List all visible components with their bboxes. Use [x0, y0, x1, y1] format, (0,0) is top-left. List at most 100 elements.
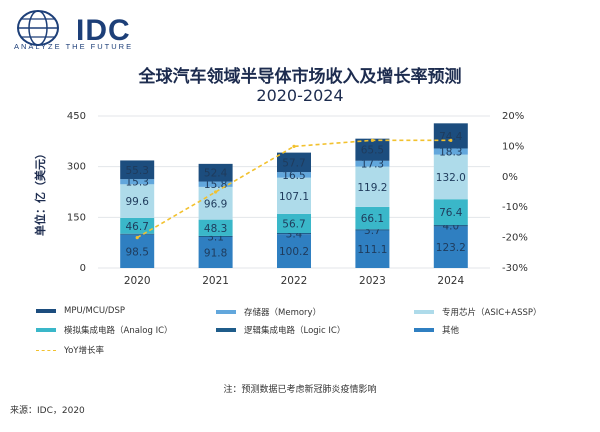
- bar-segment: [120, 184, 155, 218]
- yoy-point: [135, 236, 139, 240]
- bar-value-label: 15.3: [126, 177, 149, 189]
- bar-value-label: 98.5: [126, 246, 149, 258]
- y-tick-label: 450: [67, 111, 86, 122]
- y-axis-label: 单位：亿（美元）: [33, 148, 47, 236]
- yoy-point: [292, 144, 296, 148]
- bar-segment: [277, 234, 311, 268]
- brand-name: IDC: [76, 14, 131, 47]
- y-tick-label: 150: [67, 212, 86, 223]
- yoy-point: [370, 138, 374, 142]
- x-tick-label: 2024: [437, 275, 464, 287]
- y2-tick-label: -30%: [502, 263, 528, 274]
- bar-segment: [277, 177, 311, 214]
- idc-logo: IDC: [14, 8, 164, 58]
- legend-swatch: [36, 309, 56, 313]
- bar-segment: [433, 199, 468, 226]
- legend-item-mpu: MPU/MCU/DSP: [36, 306, 125, 316]
- bar-segment: [277, 172, 311, 178]
- legend-label: 其他: [442, 326, 460, 336]
- bar-value-label: 56.7: [282, 218, 305, 230]
- legend-swatch: [414, 328, 434, 332]
- brand-tagline: ANALYZE THE FUTURE: [14, 42, 134, 51]
- bar-segment: [355, 166, 390, 207]
- bar-value-label: 46.7: [126, 221, 149, 233]
- bar-segment: [433, 225, 468, 227]
- bar-value-label: 16.5: [282, 170, 305, 182]
- legend-item-memory: 存储器（Memory）: [216, 306, 321, 318]
- stacked-bar-chart: 0 150 300 450 20% 10% 0% -10% -20% -30% 单位：亿（美元） 98…: [33, 111, 528, 287]
- bar-value-label: 57.7: [282, 157, 305, 169]
- legend-item-analog: 模拟集成电路（Analog IC）: [36, 324, 173, 336]
- legend-label: 逻辑集成电路（Logic IC）: [244, 326, 346, 336]
- bar-segment: [120, 160, 155, 180]
- yoy-point: [214, 190, 218, 194]
- footnote: 注：预测数据已考虑新冠肺炎疫情影响: [223, 385, 377, 395]
- bar-value-label: 48.3: [204, 223, 227, 235]
- bar-segment: [433, 154, 468, 200]
- legend-label: YoY增长率: [64, 346, 104, 356]
- chart-title: 全球汽车领域半导体市场收入及增长率预测: [138, 67, 462, 87]
- y2-tick-label: -20%: [502, 233, 528, 244]
- bar-segment: [198, 236, 233, 268]
- bar-segment: [355, 206, 390, 230]
- globe-icon: [17, 10, 59, 46]
- bar-segment: [198, 181, 233, 187]
- y2-tick-label: -10%: [502, 202, 528, 213]
- bar-value-label: 99.6: [126, 196, 150, 208]
- legend-line-swatch: [36, 349, 56, 351]
- legend-label: 存储器（Memory）: [244, 308, 322, 318]
- bar-segment: [433, 226, 468, 268]
- bar-value-label: 132.0: [436, 172, 466, 184]
- bar-segment: [120, 179, 155, 185]
- bar-segment: [120, 233, 155, 235]
- legend-swatch: [36, 328, 56, 332]
- bar-value-label: 15.8: [204, 179, 227, 191]
- legend-item-logic: 逻辑集成电路（Logic IC）: [216, 324, 345, 336]
- bar-segment: [355, 160, 390, 167]
- bar-segment: [355, 229, 390, 231]
- bar-value-label: 65.5: [361, 145, 384, 157]
- legend-swatch: [414, 310, 434, 314]
- bar-segment: [277, 233, 311, 235]
- x-tick-label: 2023: [359, 275, 386, 287]
- bar-value-label: 119.2: [357, 182, 387, 194]
- bar-value-label: 91.8: [204, 247, 227, 259]
- bar-value-label: 100.2: [279, 246, 309, 258]
- bar-value-label: 55.3: [126, 165, 149, 177]
- bar-segment: [120, 234, 155, 268]
- bar-value-label: 123.2: [436, 242, 466, 254]
- bar-value-label: 76.4: [439, 207, 463, 219]
- bar-segment: [433, 123, 468, 149]
- y-tick-label: 0: [80, 263, 86, 274]
- bar-value-label: 111.1: [357, 244, 387, 256]
- legend-label: 模拟集成电路（Analog IC）: [64, 326, 173, 336]
- y-tick-label: 300: [67, 162, 86, 173]
- bar-segment: [277, 152, 311, 173]
- bar-value-label: 18.3: [439, 147, 462, 159]
- bar-segment: [355, 230, 390, 268]
- bar-segment: [198, 219, 233, 236]
- y2-tick-label: 0%: [502, 172, 518, 183]
- bar-segment: [355, 138, 390, 161]
- y2-tick-label: 20%: [502, 111, 524, 122]
- y2-tick-label: 10%: [502, 141, 524, 152]
- bar-segment: [433, 148, 468, 155]
- bar-value-label: 17.3: [361, 159, 384, 171]
- bar-value-label: 96.9: [204, 198, 227, 210]
- bar-value-label: 107.1: [279, 191, 309, 203]
- bar-segment: [198, 235, 233, 237]
- source-text: 来源：IDC，2020: [10, 406, 85, 416]
- legend-swatch: [216, 310, 236, 314]
- bar-segment: [198, 163, 233, 182]
- legend-item-asic: 专用芯片（ASIC+ASSP）: [414, 306, 542, 318]
- x-tick-label: 2021: [202, 275, 229, 287]
- legend-swatch: [216, 328, 236, 332]
- bar-segment: [277, 213, 311, 234]
- legend-label: 专用芯片（ASIC+ASSP）: [442, 308, 542, 318]
- bar-value-label: 66.1: [361, 213, 384, 225]
- yoy-point: [449, 138, 453, 142]
- bar-segment: [120, 217, 155, 234]
- legend-label: MPU/MCU/DSP: [64, 306, 125, 316]
- bar-value-label: 52.4: [204, 168, 228, 180]
- x-tick-label: 2022: [281, 275, 308, 287]
